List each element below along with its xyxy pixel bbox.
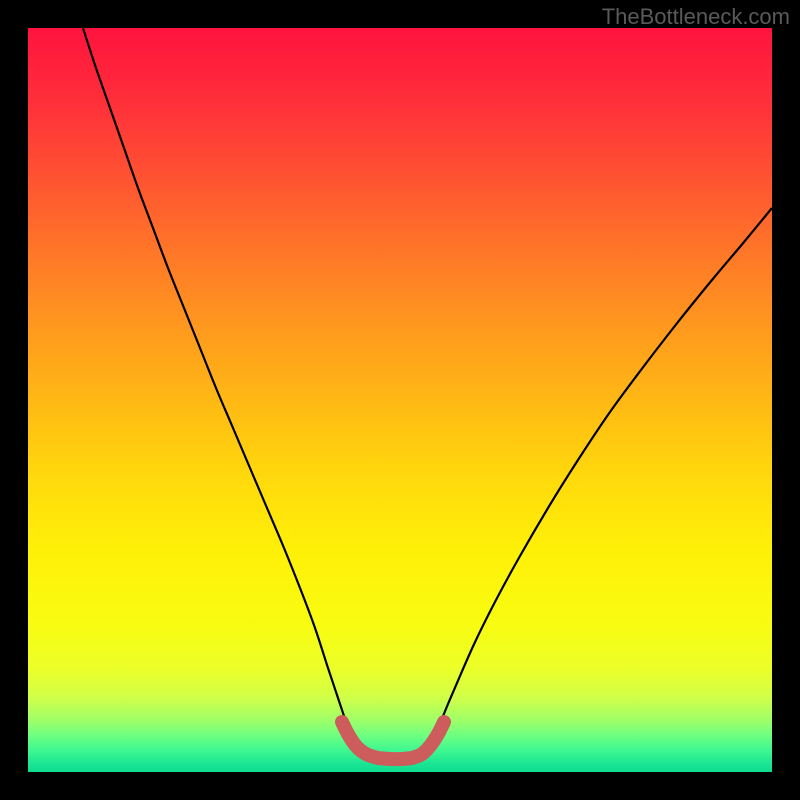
plot-area bbox=[28, 28, 772, 772]
watermark-text: TheBottleneck.com bbox=[602, 4, 790, 30]
gradient-background bbox=[28, 28, 772, 772]
